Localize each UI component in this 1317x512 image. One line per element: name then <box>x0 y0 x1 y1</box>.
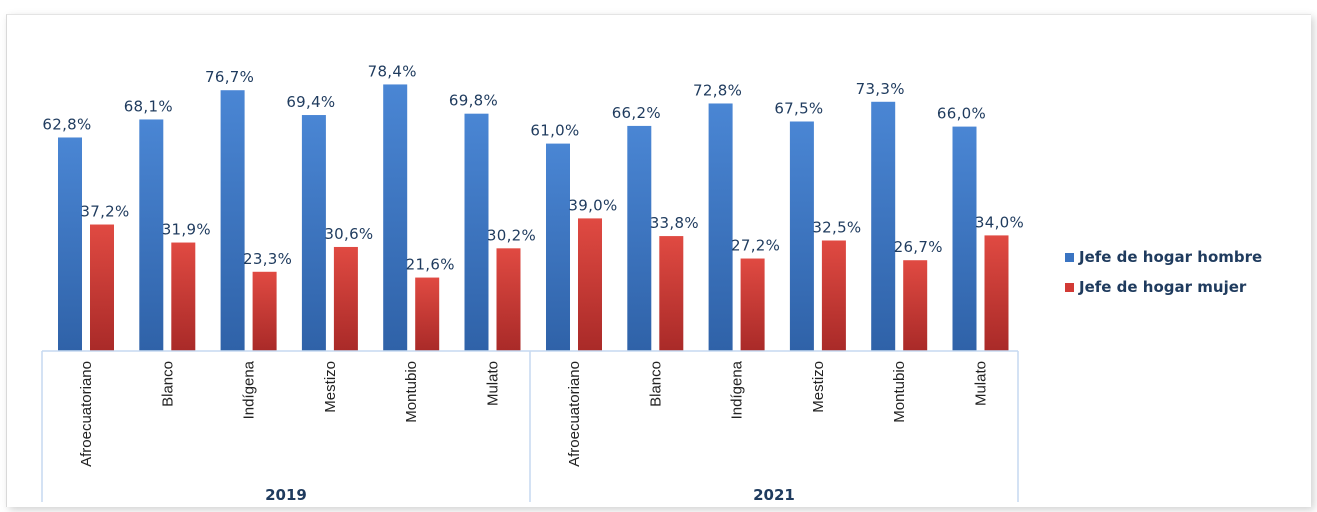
value-label: 33,8% <box>650 214 699 232</box>
value-label: 23,3% <box>243 250 292 268</box>
value-labels-layer: 62,8% 37,2% 68,1% 31,9% 76,7% 23,3% 69,4% 30,6%… <box>42 62 1024 274</box>
bar-mujer-2019-0 <box>90 224 114 351</box>
bar-hombre-2019-1 <box>139 119 164 352</box>
bar-mujer-2019-5 <box>496 248 521 351</box>
value-label: 69,4% <box>286 93 335 111</box>
legend: Jefe de hogar hombre Jefe de hogar mujer <box>1065 248 1262 296</box>
category-label: Afroecuatoriano <box>78 361 95 467</box>
value-label: 61,0% <box>530 122 579 140</box>
value-label: 73,3% <box>856 80 905 98</box>
category-label: Blanco <box>647 361 664 407</box>
bar-hombre-2019-2 <box>220 90 245 351</box>
value-label: 32,5% <box>812 219 861 237</box>
value-label: 27,2% <box>731 237 780 255</box>
category-label: Mulato <box>485 361 502 406</box>
value-label: 76,7% <box>205 68 254 86</box>
bar-mujer-2021-4 <box>903 260 928 351</box>
category-label: Indígena <box>241 360 258 419</box>
bar-hombre-2021-2 <box>708 103 733 351</box>
legend-swatch <box>1065 283 1074 292</box>
value-label: 30,2% <box>487 226 536 244</box>
value-label: 26,7% <box>894 238 943 256</box>
value-label: 67,5% <box>774 100 823 118</box>
bar-hombre-2019-3 <box>301 115 326 351</box>
category-label: Mestizo <box>322 361 339 413</box>
bar-hombre-2021-4 <box>871 101 896 351</box>
value-label: 39,0% <box>568 196 617 214</box>
bar-mujer-2019-2 <box>252 271 277 351</box>
bar-hombre-2021-5 <box>952 126 977 351</box>
category-label: Montubio <box>891 361 908 423</box>
category-label: Mulato <box>973 361 990 406</box>
category-label: Indígena <box>729 360 746 419</box>
category-axis: Afroecuatoriano Blanco Indígena Mestizo Mont… <box>41 350 1019 504</box>
value-label: 21,6% <box>406 256 455 274</box>
value-label: 37,2% <box>80 203 129 221</box>
bar-hombre-2019-4 <box>383 84 408 351</box>
value-label: 69,8% <box>449 92 498 110</box>
bar-mujer-2021-3 <box>821 240 846 351</box>
value-label: 62,8% <box>42 115 91 133</box>
bar-mujer-2019-3 <box>333 246 358 351</box>
year-label: 2021 <box>753 486 795 504</box>
bar-hombre-2021-3 <box>789 121 814 351</box>
value-label: 78,4% <box>368 62 417 80</box>
legend-label: Jefe de hogar hombre <box>1078 248 1262 266</box>
value-label: 34,0% <box>975 213 1024 231</box>
category-label: Afroecuatoriano <box>566 361 583 467</box>
category-label: Montubio <box>403 361 420 423</box>
bar-mujer-2021-1 <box>659 236 684 351</box>
bars-layer <box>58 84 1009 352</box>
bar-hombre-2019-5 <box>464 113 489 352</box>
bar-mujer-2021-2 <box>740 258 765 351</box>
value-label: 31,9% <box>162 221 211 239</box>
bar-mujer-2019-1 <box>171 242 196 351</box>
value-label: 68,1% <box>124 97 173 115</box>
bar-mujer-2019-4 <box>415 277 440 351</box>
year-label: 2019 <box>265 486 307 504</box>
category-label: Blanco <box>159 361 176 407</box>
bar-mujer-2021-0 <box>578 218 602 351</box>
value-label: 66,0% <box>937 105 986 123</box>
bar-mujer-2021-5 <box>984 235 1009 351</box>
bar-hombre-2021-0 <box>546 143 570 351</box>
category-label: Mestizo <box>810 361 827 413</box>
legend-swatch <box>1065 253 1074 262</box>
value-label: 30,6% <box>324 225 373 243</box>
bar-hombre-2019-0 <box>58 137 82 351</box>
bar-hombre-2021-1 <box>627 125 652 351</box>
value-label: 66,2% <box>612 104 661 122</box>
value-label: 72,8% <box>693 81 742 99</box>
legend-label: Jefe de hogar mujer <box>1078 278 1247 296</box>
